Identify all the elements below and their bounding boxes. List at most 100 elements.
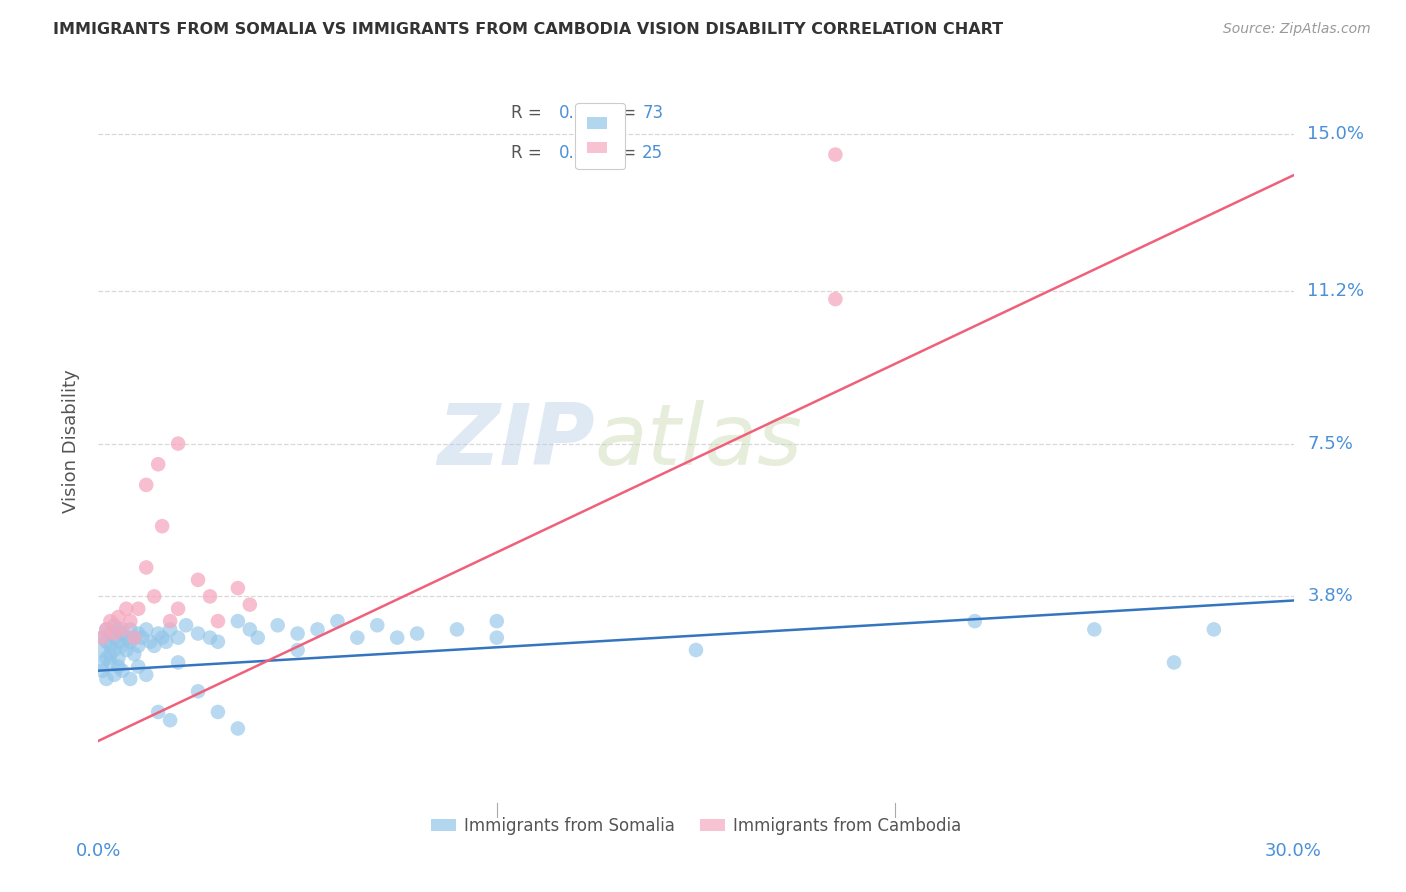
Point bbox=[98, 656, 122, 670]
Point bbox=[167, 436, 190, 450]
Point bbox=[96, 651, 118, 665]
Point bbox=[446, 623, 468, 637]
Point bbox=[98, 639, 122, 653]
Text: atlas: atlas bbox=[595, 400, 803, 483]
Point bbox=[485, 614, 508, 628]
Point bbox=[115, 601, 138, 615]
Point bbox=[131, 631, 153, 645]
Point bbox=[111, 626, 134, 640]
Text: R =: R = bbox=[510, 144, 547, 161]
Point bbox=[120, 614, 142, 628]
Text: 7.5%: 7.5% bbox=[1308, 434, 1354, 452]
Point bbox=[346, 631, 368, 645]
Point bbox=[127, 639, 149, 653]
Point bbox=[91, 664, 114, 678]
Text: N =: N = bbox=[595, 144, 641, 161]
Point bbox=[485, 631, 508, 645]
Point bbox=[1083, 623, 1105, 637]
Point bbox=[107, 610, 129, 624]
Point bbox=[91, 643, 114, 657]
Point bbox=[124, 631, 146, 645]
Text: 0.816: 0.816 bbox=[558, 144, 606, 161]
Point bbox=[124, 631, 146, 645]
Point bbox=[143, 639, 166, 653]
Point bbox=[148, 705, 170, 719]
Point bbox=[326, 614, 349, 628]
Point bbox=[148, 457, 170, 471]
Point bbox=[198, 631, 221, 645]
Point bbox=[103, 626, 125, 640]
Point bbox=[824, 292, 846, 306]
Point bbox=[155, 634, 177, 648]
Point bbox=[91, 631, 114, 645]
Text: R =: R = bbox=[510, 103, 547, 122]
Point bbox=[198, 590, 221, 604]
Point bbox=[120, 634, 142, 648]
Point bbox=[135, 668, 157, 682]
Point bbox=[111, 623, 134, 637]
Point bbox=[207, 614, 229, 628]
Text: 0.188: 0.188 bbox=[558, 103, 606, 122]
Point bbox=[127, 659, 149, 673]
Point bbox=[98, 647, 122, 661]
Point bbox=[366, 618, 388, 632]
Text: 73: 73 bbox=[643, 103, 664, 122]
Point bbox=[98, 614, 122, 628]
Point bbox=[139, 634, 162, 648]
Point bbox=[107, 659, 129, 673]
Point bbox=[159, 713, 181, 727]
Point bbox=[107, 651, 129, 665]
Point bbox=[226, 581, 249, 595]
Text: N =: N = bbox=[595, 103, 641, 122]
Point bbox=[96, 623, 118, 637]
Point bbox=[107, 634, 129, 648]
Point bbox=[120, 623, 142, 637]
Point bbox=[127, 601, 149, 615]
Point bbox=[96, 623, 118, 637]
Point bbox=[103, 643, 125, 657]
Point bbox=[135, 478, 157, 492]
Point bbox=[159, 614, 181, 628]
Text: IMMIGRANTS FROM SOMALIA VS IMMIGRANTS FROM CAMBODIA VISION DISABILITY CORRELATIO: IMMIGRANTS FROM SOMALIA VS IMMIGRANTS FR… bbox=[53, 22, 1004, 37]
Point bbox=[167, 601, 190, 615]
Text: Source: ZipAtlas.com: Source: ZipAtlas.com bbox=[1223, 22, 1371, 37]
Point bbox=[120, 672, 142, 686]
Point bbox=[287, 643, 309, 657]
Point bbox=[187, 626, 209, 640]
Legend: Immigrants from Somalia, Immigrants from Cambodia: Immigrants from Somalia, Immigrants from… bbox=[423, 810, 969, 841]
Text: 25: 25 bbox=[643, 144, 664, 161]
Point bbox=[111, 639, 134, 653]
Point bbox=[239, 623, 262, 637]
Text: 3.8%: 3.8% bbox=[1308, 587, 1353, 606]
Text: 15.0%: 15.0% bbox=[1308, 125, 1364, 143]
Point bbox=[124, 647, 146, 661]
Point bbox=[135, 560, 157, 574]
Point bbox=[91, 631, 114, 645]
Point bbox=[207, 705, 229, 719]
Point bbox=[159, 623, 181, 637]
Point bbox=[287, 626, 309, 640]
Point bbox=[267, 618, 290, 632]
Point bbox=[167, 631, 190, 645]
Text: 11.2%: 11.2% bbox=[1308, 282, 1365, 300]
Text: 0.0%: 0.0% bbox=[76, 842, 121, 860]
Point bbox=[91, 656, 114, 670]
Text: ZIP: ZIP bbox=[437, 400, 595, 483]
Point bbox=[226, 722, 249, 736]
Point bbox=[96, 672, 118, 686]
Point bbox=[167, 656, 190, 670]
Point bbox=[1163, 656, 1185, 670]
Point bbox=[226, 614, 249, 628]
Point bbox=[187, 684, 209, 698]
Y-axis label: Vision Disability: Vision Disability bbox=[62, 369, 80, 514]
Point bbox=[824, 147, 846, 161]
Point bbox=[103, 618, 125, 632]
Point bbox=[103, 631, 125, 645]
Point bbox=[207, 634, 229, 648]
Point bbox=[98, 626, 122, 640]
Point bbox=[385, 631, 409, 645]
Point bbox=[406, 626, 429, 640]
Point bbox=[115, 631, 138, 645]
Point bbox=[96, 634, 118, 648]
Text: 30.0%: 30.0% bbox=[1265, 842, 1322, 860]
